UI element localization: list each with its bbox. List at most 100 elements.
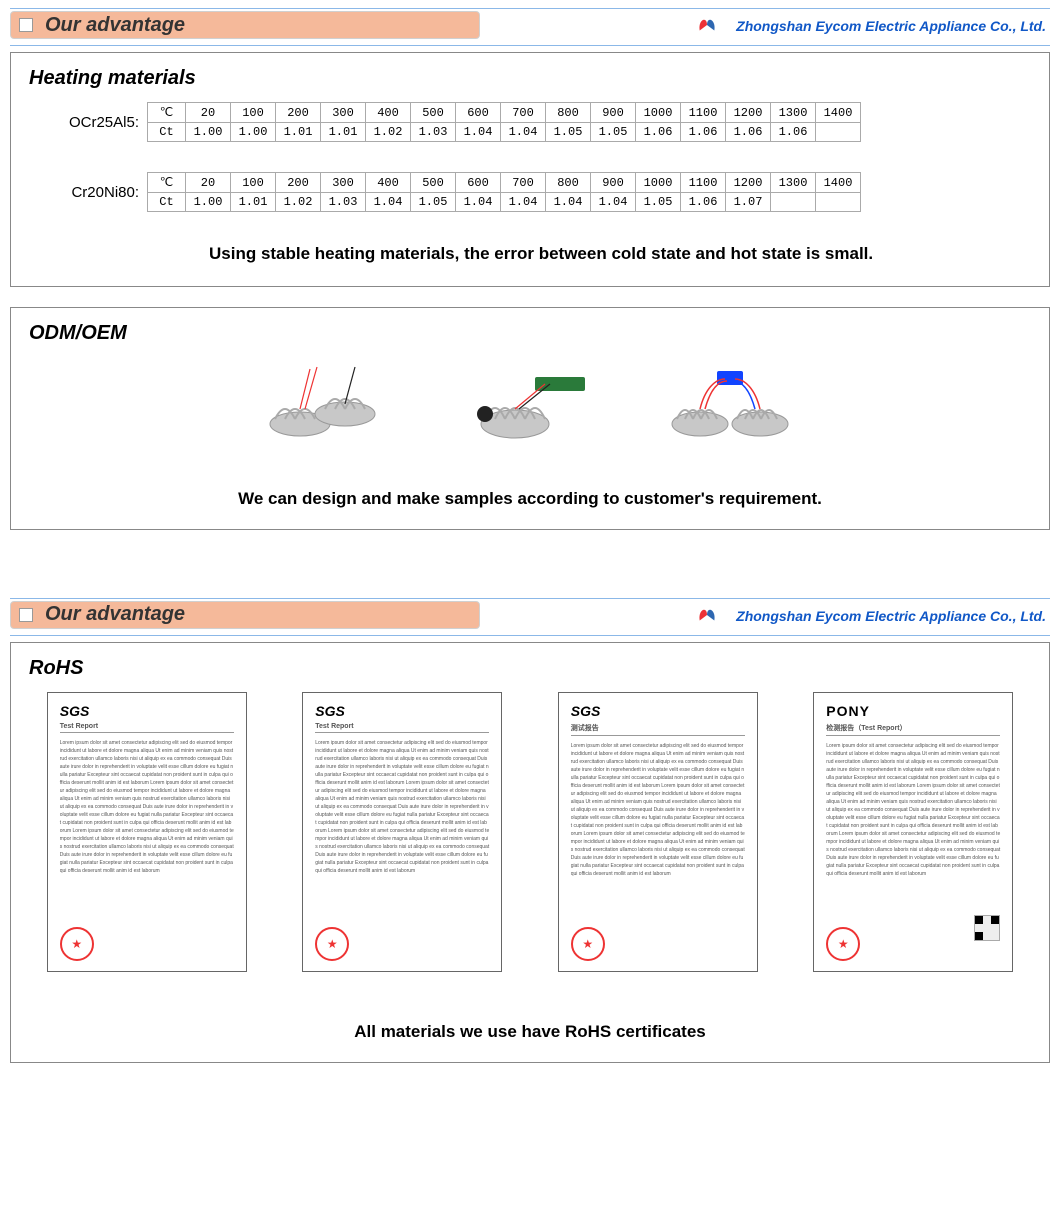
spec-cell: 1.03 [321, 193, 366, 212]
panel-odm-oem: ODM/OEM [10, 307, 1050, 530]
spec-cell [771, 193, 816, 212]
checkbox-icon [19, 608, 33, 622]
spec-cell: 400 [366, 103, 411, 123]
spec-cell: 1.00 [231, 123, 276, 142]
panel-heating-materials: Heating materials OCr25Al5:℃201002003004… [10, 52, 1050, 287]
panel-rohs: RoHS SGSTest ReportLorem ipsum dolor sit… [10, 642, 1050, 1063]
header-line [10, 45, 1050, 46]
qr-icon [974, 915, 1000, 941]
material-label: Cr20Ni80: [47, 184, 147, 201]
spec-cell: 1300 [771, 173, 816, 193]
spec-cell: 1.04 [501, 193, 546, 212]
stamp-icon [826, 927, 860, 961]
spec-cell: 1200 [726, 103, 771, 123]
header-bar: Our advantage Zhongshan Eycom Electric A… [10, 598, 1050, 636]
spec-cell: 400 [366, 173, 411, 193]
spec-cell: 1.06 [726, 123, 771, 142]
spec-cell: 500 [411, 173, 456, 193]
product-image [655, 359, 805, 459]
spec-cell: 1.02 [366, 123, 411, 142]
spec-cell: ℃ [148, 173, 186, 193]
certificates-row: SGS Test Report Lorem ipsum dolor sit amet… [29, 692, 1031, 972]
company-logo [692, 12, 728, 40]
cert-brand: PONY [826, 703, 1000, 719]
spec-cell: 300 [321, 173, 366, 193]
spec-cell: 1.04 [501, 123, 546, 142]
certificate-card: SGS Test Report Lorem ipsum dolor sit amet… [47, 692, 247, 972]
product-image [455, 359, 605, 459]
heating-note: Using stable heating materials, the erro… [209, 242, 951, 266]
spec-cell: 20 [186, 173, 231, 193]
spec-cell: 1200 [726, 173, 771, 193]
spec-cell: 1.05 [411, 193, 456, 212]
spec-cell: 1400 [816, 173, 861, 193]
company-name: Zhongshan Eycom Electric Appliance Co., … [736, 608, 1046, 624]
spec-cell: 200 [276, 173, 321, 193]
spec-cell: Ct [148, 123, 186, 142]
cert-body-text: Lorem ipsum dolor sit amet consectetur a… [826, 742, 1000, 878]
checkbox-icon [19, 18, 33, 32]
spec-cell: 1.01 [231, 193, 276, 212]
spec-cell: ℃ [148, 103, 186, 123]
header-right: Zhongshan Eycom Electric Appliance Co., … [692, 602, 1046, 630]
spec-cell: 100 [231, 173, 276, 193]
spec-cell: 1.07 [726, 193, 771, 212]
spec-cell: 1.05 [546, 123, 591, 142]
spec-cell: 1.01 [276, 123, 321, 142]
header-line [10, 8, 1050, 9]
cert-subtitle: Test Report [60, 723, 234, 733]
cert-body-text: Lorem ipsum dolor sit amet consectetur a… [60, 739, 234, 875]
spec-cell: 1.02 [276, 193, 321, 212]
rohs-note: All materials we use have RoHS certifica… [29, 1022, 1031, 1042]
spec-cell: 20 [186, 103, 231, 123]
cert-body-text: Lorem ipsum dolor sit amet consectetur a… [571, 742, 745, 878]
spec-cell: 1.05 [591, 123, 636, 142]
certificate-card: SGSTest ReportLorem ipsum dolor sit amet… [302, 692, 502, 972]
spec-cell: 1400 [816, 103, 861, 123]
spec-cell: 1000 [636, 103, 681, 123]
company-logo [692, 602, 728, 630]
spec-cell: 200 [276, 103, 321, 123]
header-tab: Our advantage [10, 11, 480, 39]
header-tab: Our advantage [10, 601, 480, 629]
spec-cell: 1.03 [411, 123, 456, 142]
spec-cell: 1.04 [366, 193, 411, 212]
material-label: OCr25Al5: [47, 114, 147, 131]
spec-cell: 1.00 [186, 123, 231, 142]
odm-image-row [29, 359, 1031, 459]
section-title: Heating materials [29, 67, 1031, 90]
spec-cell: 1.04 [456, 193, 501, 212]
spec-cell: 1300 [771, 103, 816, 123]
header-tab-label: Our advantage [45, 14, 185, 37]
cert-brand: SGS [571, 703, 745, 719]
spec-cell: 1.04 [456, 123, 501, 142]
spec-table: ℃201002003004005006007008009001000110012… [147, 172, 861, 212]
certificate-card: SGS测试报告Lorem ipsum dolor sit amet consec… [558, 692, 758, 972]
spec-cell: 1.06 [681, 193, 726, 212]
spec-table: ℃201002003004005006007008009001000110012… [147, 102, 861, 142]
spec-cell: 1.04 [546, 193, 591, 212]
header-bar: Our advantage Zhongshan Eycom Electric A… [10, 8, 1050, 46]
spec-cell [816, 193, 861, 212]
spec-cell: 800 [546, 103, 591, 123]
cert-brand: SGS [60, 703, 234, 719]
header-line [10, 598, 1050, 599]
spec-cell: 500 [411, 103, 456, 123]
certificate-card: PONY检测报告（Test Report）Lorem ipsum dolor s… [813, 692, 1013, 972]
spec-cell: 100 [231, 103, 276, 123]
header-right: Zhongshan Eycom Electric Appliance Co., … [692, 12, 1046, 40]
spec-cell: 700 [501, 173, 546, 193]
cert-brand: SGS [315, 703, 489, 719]
spec-cell: 1.01 [321, 123, 366, 142]
spec-cell: 600 [456, 173, 501, 193]
spec-cell: 1.06 [681, 123, 726, 142]
spec-cell: Ct [148, 193, 186, 212]
header-line [10, 635, 1050, 636]
spec-cell: 1.06 [771, 123, 816, 142]
cert-body-text: Lorem ipsum dolor sit amet consectetur a… [315, 739, 489, 875]
product-image [255, 359, 405, 459]
spec-cell: 1.05 [636, 193, 681, 212]
material-row: OCr25Al5:℃201002003004005006007008009001… [47, 102, 1031, 142]
spec-cell: 900 [591, 173, 636, 193]
stamp-icon [60, 927, 94, 961]
